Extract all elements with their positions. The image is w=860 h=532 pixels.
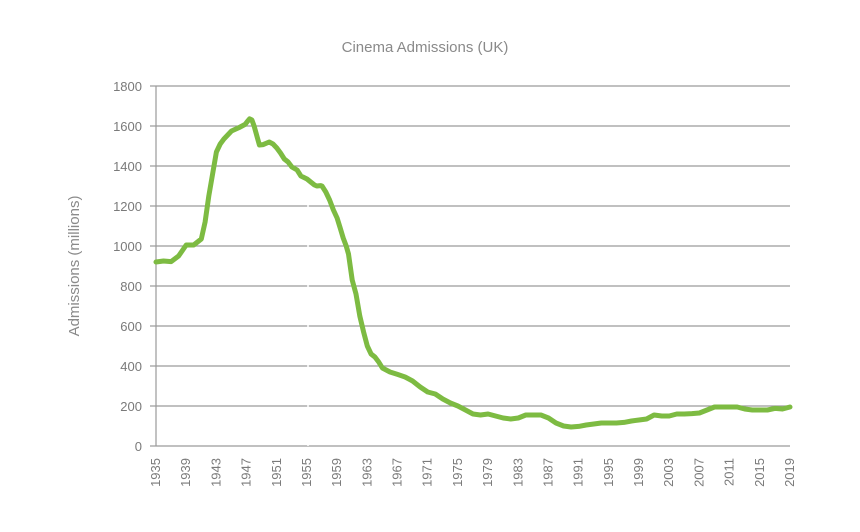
x-tick-label: 2019 [782,458,797,487]
gridlines [150,85,790,447]
x-tick-label: 1951 [269,458,284,487]
chart-title: Cinema Admissions (UK) [342,39,509,56]
y-tick-labels: 0 200 400 600 800 1000 1200 1400 1600 1800 [113,79,142,454]
x-tick-label: 1955 [299,458,314,487]
x-tick-label: 1963 [359,458,374,487]
x-tick-label: 1979 [480,458,495,487]
x-tick-label: 1959 [329,458,344,487]
y-tick-label: 1400 [113,159,142,174]
y-tick-label: 0 [135,439,142,454]
x-tick-label: 1987 [540,458,555,487]
y-tick-label: 1800 [113,79,142,94]
y-tick-label: 600 [120,319,142,334]
y-tick-label: 200 [120,399,142,414]
x-tick-label: 1991 [571,458,586,487]
y-tick-label: 800 [120,279,142,294]
x-tick-label: 1975 [450,458,465,487]
x-tick-label: 2015 [752,458,767,487]
x-tick-label: 1971 [420,458,435,487]
x-tick-label: 1983 [510,458,525,487]
x-tick-label: 2003 [661,458,676,487]
y-tick-label: 1000 [113,239,142,254]
x-tick-label: 2007 [691,458,706,487]
x-tick-label: 1995 [601,458,616,487]
y-axis-label: Admissions (millions) [66,196,83,337]
y-tick-label: 1200 [113,199,142,214]
x-tick-label: 1943 [208,458,223,487]
x-tick-label: 2011 [722,458,737,486]
series-group [153,116,793,430]
x-tick-label: 1967 [390,458,405,487]
x-tick-label: 1999 [631,458,646,487]
x-tick-label: 1939 [178,458,193,487]
x-tick-label: 1947 [239,458,254,487]
x-tick-labels: 1935 1939 1943 1947 1951 1955 1959 1963 1967 1971… [148,458,797,487]
y-tick-label: 400 [120,359,142,374]
y-tick-label: 1600 [113,119,142,134]
series-line-0 [153,116,793,430]
x-tick-label: 1935 [148,458,163,487]
